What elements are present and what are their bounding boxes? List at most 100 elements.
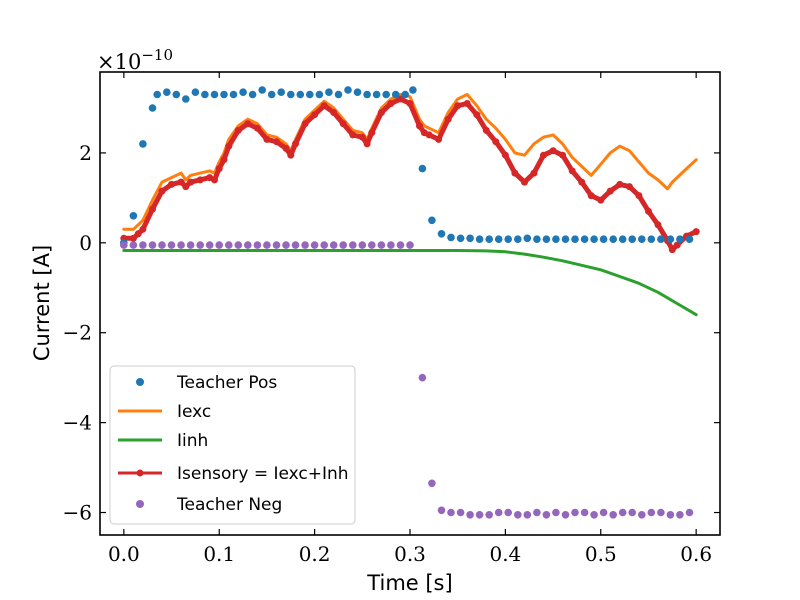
point-isensory bbox=[177, 178, 185, 186]
point-teacher-neg bbox=[514, 511, 522, 519]
y-tick-label: 0 bbox=[79, 231, 92, 255]
point-teacher-pos bbox=[418, 164, 427, 173]
point-teacher-neg bbox=[158, 241, 166, 249]
point-teacher-neg bbox=[533, 508, 541, 517]
point-isensory bbox=[358, 133, 366, 141]
point-isensory bbox=[406, 100, 414, 107]
legend-label-iexc: Iexc bbox=[177, 402, 211, 422]
point-teacher-pos bbox=[267, 90, 276, 99]
point-isensory bbox=[330, 109, 338, 116]
point-teacher-pos bbox=[618, 235, 627, 243]
legend-marker-teacher-pos bbox=[136, 378, 144, 386]
point-teacher-pos bbox=[514, 235, 522, 243]
point-teacher-pos bbox=[542, 235, 551, 243]
point-teacher-pos bbox=[129, 212, 138, 220]
point-teacher-neg bbox=[215, 241, 223, 249]
point-teacher-neg bbox=[291, 241, 300, 249]
point-isensory bbox=[673, 241, 681, 249]
point-teacher-neg bbox=[609, 511, 617, 519]
point-teacher-pos bbox=[475, 235, 484, 243]
point-teacher-neg bbox=[418, 373, 427, 382]
point-teacher-pos bbox=[277, 88, 286, 96]
y-axis-label: Current [A] bbox=[30, 245, 54, 361]
point-teacher-pos bbox=[504, 235, 512, 243]
point-isensory bbox=[549, 147, 557, 155]
point-teacher-neg bbox=[666, 511, 675, 519]
point-teacher-neg bbox=[396, 241, 405, 249]
point-teacher-pos bbox=[561, 235, 570, 243]
legend-label-isensory: Isensory = Iexc+Inh bbox=[177, 464, 349, 484]
point-teacher-pos bbox=[344, 86, 352, 94]
point-teacher-pos bbox=[638, 235, 646, 243]
point-isensory bbox=[339, 120, 347, 128]
point-teacher-neg bbox=[310, 241, 319, 249]
point-teacher-pos bbox=[428, 216, 436, 225]
point-teacher-neg bbox=[387, 241, 395, 249]
point-teacher-neg bbox=[523, 511, 532, 519]
point-isensory bbox=[234, 126, 242, 134]
point-teacher-pos bbox=[210, 90, 219, 99]
point-teacher-neg bbox=[590, 511, 598, 519]
x-axis-label: Time [s] bbox=[366, 571, 452, 595]
point-isensory bbox=[225, 142, 233, 150]
point-teacher-pos bbox=[306, 90, 314, 99]
point-teacher-neg bbox=[177, 241, 185, 249]
x-tick-label: 0.3 bbox=[394, 542, 426, 566]
point-teacher-neg bbox=[368, 241, 376, 249]
point-teacher-pos bbox=[296, 90, 305, 99]
legend-marker-isensory bbox=[136, 469, 144, 477]
point-teacher-pos bbox=[485, 235, 494, 243]
point-isensory bbox=[287, 151, 295, 159]
series-layer bbox=[120, 86, 700, 519]
point-teacher-neg bbox=[466, 511, 474, 519]
point-teacher-pos bbox=[647, 235, 656, 243]
point-isensory bbox=[168, 180, 175, 188]
legend-label-teacher-pos: Teacher Pos bbox=[176, 373, 277, 393]
point-teacher-pos bbox=[409, 86, 417, 94]
point-teacher-pos bbox=[372, 90, 381, 99]
y-tick-label: −6 bbox=[63, 501, 92, 525]
point-teacher-neg bbox=[263, 241, 271, 249]
point-isensory bbox=[597, 196, 605, 204]
point-teacher-pos bbox=[148, 104, 157, 112]
ticks-layer: 0.0 0.1 0.2 0.3 0.4 0.5 0.6 −6 −4 −2 0 2 bbox=[63, 72, 720, 566]
point-teacher-pos bbox=[172, 90, 181, 99]
point-teacher-neg bbox=[475, 511, 484, 519]
point-isensory bbox=[196, 176, 204, 184]
point-teacher-neg bbox=[428, 479, 436, 488]
point-teacher-pos bbox=[609, 235, 617, 243]
point-teacher-neg bbox=[676, 511, 684, 519]
point-teacher-neg bbox=[377, 241, 386, 249]
point-teacher-neg bbox=[657, 508, 665, 517]
point-teacher-neg bbox=[638, 511, 646, 519]
legend-label-teacher-neg: Teacher Neg bbox=[176, 495, 282, 515]
point-teacher-pos bbox=[315, 90, 324, 99]
point-teacher-pos bbox=[163, 88, 171, 96]
point-teacher-neg bbox=[272, 241, 281, 249]
point-teacher-neg bbox=[349, 241, 357, 249]
point-isensory bbox=[435, 135, 443, 143]
point-isensory bbox=[463, 100, 471, 107]
point-isensory bbox=[263, 135, 271, 143]
point-teacher-pos bbox=[666, 235, 675, 243]
point-teacher-neg bbox=[542, 511, 551, 519]
legend-marker-teacher-neg bbox=[136, 500, 144, 508]
point-teacher-pos bbox=[239, 88, 247, 96]
point-teacher-neg bbox=[494, 508, 503, 517]
point-isensory bbox=[568, 167, 576, 175]
point-teacher-pos bbox=[334, 90, 343, 99]
point-teacher-neg bbox=[571, 508, 579, 517]
point-teacher-neg bbox=[358, 241, 367, 249]
point-teacher-neg bbox=[301, 241, 309, 249]
point-teacher-pos bbox=[580, 235, 589, 243]
point-teacher-pos bbox=[363, 90, 371, 99]
point-teacher-neg bbox=[339, 241, 348, 249]
point-teacher-neg bbox=[186, 241, 195, 249]
point-teacher-pos bbox=[590, 235, 598, 243]
point-isensory bbox=[349, 131, 357, 139]
y-tick-label: 2 bbox=[79, 141, 92, 165]
point-teacher-neg bbox=[456, 508, 465, 517]
point-teacher-pos bbox=[552, 235, 560, 243]
x-tick-label: 0.5 bbox=[585, 542, 617, 566]
point-teacher-pos bbox=[153, 90, 161, 99]
